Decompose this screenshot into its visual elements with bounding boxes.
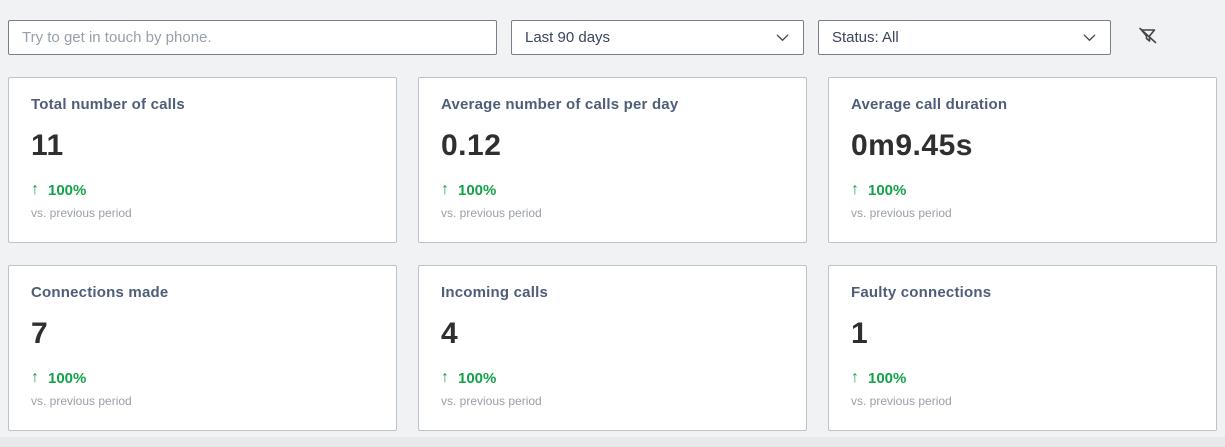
- card-comparison-label: vs. previous period: [31, 206, 132, 220]
- filter-bar: Last 90 days Status: All: [8, 20, 1166, 55]
- trend-up-arrow-icon: ↑: [851, 369, 859, 386]
- card-trend: ↑ 100%: [31, 181, 374, 199]
- status-select[interactable]: Status: All: [818, 20, 1111, 55]
- card-comparison-label: vs. previous period: [441, 394, 542, 408]
- stat-cards-grid: Total number of calls 11 ↑ 100% vs. prev…: [8, 77, 1217, 431]
- clear-filters-button[interactable]: [1130, 20, 1166, 55]
- card-title: Faulty connections: [851, 284, 992, 301]
- trend-up-arrow-icon: ↑: [31, 181, 39, 198]
- stat-card-total-calls: Total number of calls 11 ↑ 100% vs. prev…: [8, 77, 397, 243]
- trend-percent: 100%: [458, 181, 497, 199]
- card-value: 1: [851, 317, 869, 350]
- date-range-select[interactable]: Last 90 days: [511, 20, 804, 55]
- search-input[interactable]: [8, 20, 497, 55]
- card-comparison-label: vs. previous period: [441, 206, 542, 220]
- stat-card-connections-made: Connections made 7 ↑ 100% vs. previous p…: [8, 265, 397, 431]
- stat-card-incoming-calls: Incoming calls 4 ↑ 100% vs. previous per…: [418, 265, 807, 431]
- card-trend: ↑ 100%: [851, 181, 1194, 199]
- trend-percent: 100%: [868, 181, 907, 199]
- card-trend: ↑ 100%: [851, 369, 1194, 387]
- card-trend: ↑ 100%: [31, 369, 374, 387]
- trend-percent: 100%: [458, 369, 497, 387]
- stat-card-faulty-connections: Faulty connections 1 ↑ 100% vs. previous…: [828, 265, 1217, 431]
- trend-up-arrow-icon: ↑: [441, 369, 449, 386]
- date-range-value: Last 90 days: [525, 29, 611, 46]
- trend-up-arrow-icon: ↑: [441, 181, 449, 198]
- card-trend: ↑ 100%: [441, 181, 784, 199]
- card-comparison-label: vs. previous period: [851, 394, 952, 408]
- chevron-down-icon: [1082, 30, 1097, 45]
- trend-up-arrow-icon: ↑: [851, 181, 859, 198]
- trend-up-arrow-icon: ↑: [31, 369, 39, 386]
- trend-percent: 100%: [48, 369, 87, 387]
- chevron-down-icon: [775, 30, 790, 45]
- card-comparison-label: vs. previous period: [851, 206, 952, 220]
- filter-off-icon: [1136, 24, 1160, 51]
- card-comparison-label: vs. previous period: [31, 394, 132, 408]
- card-value: 4: [441, 317, 459, 350]
- card-title: Average call duration: [851, 96, 1008, 113]
- card-title: Incoming calls: [441, 284, 548, 301]
- card-value: 11: [31, 129, 64, 162]
- card-value: 0.12: [441, 129, 502, 162]
- bottom-strip: [0, 437, 1225, 447]
- card-trend: ↑ 100%: [441, 369, 784, 387]
- card-title: Average number of calls per day: [441, 96, 679, 113]
- card-title: Connections made: [31, 284, 169, 301]
- status-value: Status: All: [832, 29, 899, 46]
- stat-card-avg-calls-per-day: Average number of calls per day 0.12 ↑ 1…: [418, 77, 807, 243]
- card-value: 7: [31, 317, 49, 350]
- trend-percent: 100%: [868, 369, 907, 387]
- trend-percent: 100%: [48, 181, 87, 199]
- card-title: Total number of calls: [31, 96, 185, 113]
- stat-card-avg-call-duration: Average call duration 0m9.45s ↑ 100% vs.…: [828, 77, 1217, 243]
- card-value: 0m9.45s: [851, 129, 973, 162]
